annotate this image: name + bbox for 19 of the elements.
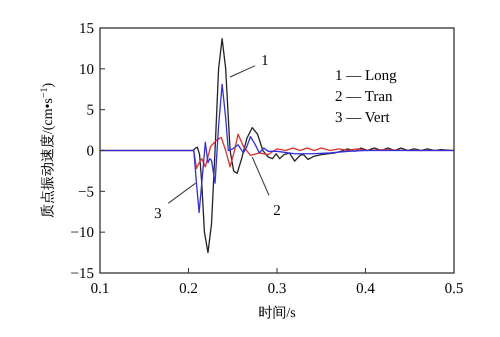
- annotation: 1: [261, 53, 269, 69]
- x-tick-label: 0.1: [90, 281, 110, 297]
- y-tick-label: −10: [70, 225, 94, 242]
- y-tick-label: 0: [86, 144, 94, 160]
- x-tick-label: 0.5: [444, 281, 464, 297]
- y-tick-label: 10: [79, 62, 94, 78]
- y-tick-label: −15: [70, 266, 94, 282]
- y-tick-label: −5: [78, 184, 94, 200]
- x-tick-label: 0.3: [268, 281, 286, 297]
- x-tick-label: 0.2: [179, 281, 198, 297]
- annotation: 1 — Long: [335, 68, 398, 84]
- annotation: 2: [273, 203, 281, 220]
- y-tick-label: 15: [79, 21, 94, 37]
- x-tick-label: 0.4: [356, 281, 376, 297]
- y-tick-label: 5: [86, 102, 94, 119]
- annotation: 2 — Tran: [335, 89, 394, 105]
- annotation: 3: [154, 206, 162, 222]
- annotation: 3 — Vert: [335, 110, 391, 126]
- x-axis-title: 时间/s: [258, 305, 296, 321]
